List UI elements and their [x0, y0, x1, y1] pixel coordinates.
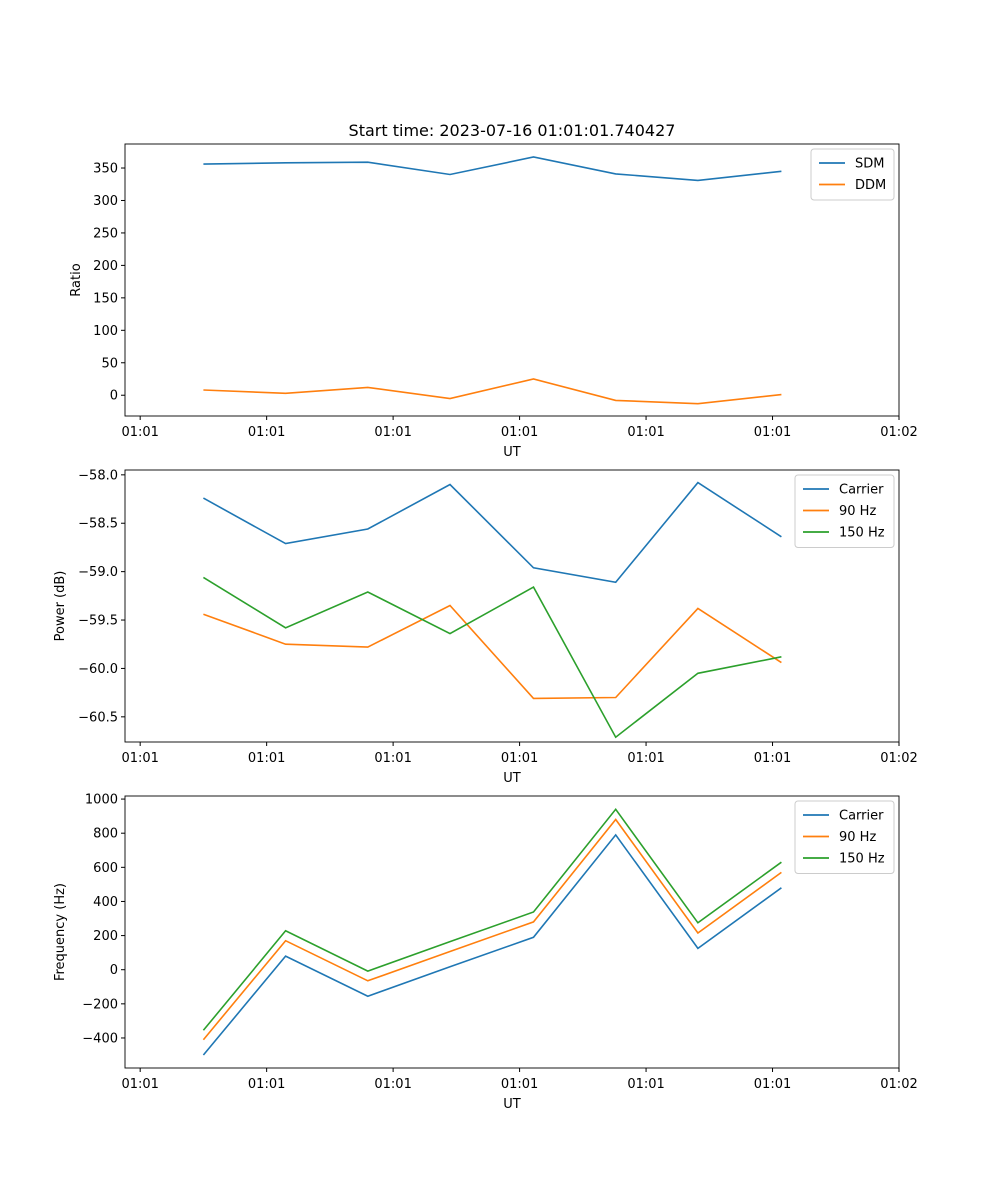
legend-label: DDM: [855, 178, 886, 193]
x-axis-label: UT: [503, 445, 521, 460]
x-tick-label: 01:02: [880, 751, 917, 766]
legend-label: Carrier: [839, 483, 884, 498]
x-tick-label: 01:01: [121, 751, 158, 766]
x-axis-label: UT: [503, 771, 521, 786]
y-tick-label: −60.5: [78, 710, 118, 725]
axes-frame: [124, 795, 900, 1069]
y-tick-label: 600: [93, 861, 118, 876]
legend: Carrier 90 Hz 150 Hz: [794, 474, 895, 548]
x-tick-label: 01:01: [754, 1077, 791, 1092]
x-tick-label: 01:01: [121, 425, 158, 440]
y-tick-label: 400: [93, 895, 118, 910]
legend: Carrier 90 Hz 150 Hz: [794, 800, 895, 874]
chart-title: Start time: 2023-07-16 01:01:01.740427: [349, 121, 676, 140]
y-tick-label: 250: [93, 226, 118, 241]
legend-label: SDM: [855, 157, 884, 172]
legend-label: Carrier: [839, 809, 884, 824]
subplot-2: 01:01 01:01 01:01 01:01 01:01 01:01 01:02 −60.5…: [53, 468, 918, 786]
legend-label: 90 Hz: [839, 830, 876, 845]
y-tick-label: −59.5: [78, 614, 118, 629]
subplot-3: 01:01 01:01 01:01 01:01 01:01 01:01 01:02 −400 −…: [53, 793, 918, 1112]
x-tick-label: 01:01: [627, 1077, 664, 1092]
x-tick-label: 01:01: [374, 751, 411, 766]
x-tick-label: 01:01: [501, 751, 538, 766]
y-axis-label: Power (dB): [53, 571, 68, 642]
y-tick-label: −58.0: [78, 468, 118, 483]
legend-label: 90 Hz: [839, 504, 876, 519]
x-tick-label: 01:01: [248, 751, 285, 766]
series-line-150-hz: [202, 807, 782, 1031]
series-line-90-hz: [203, 604, 782, 700]
series-line-150-hz: [202, 576, 782, 739]
axes-frame: [124, 143, 900, 417]
legend-label: 150 Hz: [839, 852, 885, 867]
y-axis-label: Ratio: [69, 263, 84, 296]
series-line-ddm: [203, 378, 782, 405]
x-tick-label: 01:01: [754, 425, 791, 440]
series-line-carrier: [203, 481, 782, 584]
legend-box: [810, 148, 895, 201]
y-axis-label: Frequency (Hz): [53, 883, 68, 981]
x-tick-label: 01:01: [374, 1077, 411, 1092]
x-tick-label: 01:01: [627, 425, 664, 440]
x-tick-label: 01:01: [248, 425, 285, 440]
y-tick-label: 200: [93, 259, 118, 274]
y-tick-label: 0: [110, 389, 118, 404]
x-tick-label: 01:01: [121, 1077, 158, 1092]
x-tick-label: 01:01: [248, 1077, 285, 1092]
series-line-90-hz: [202, 818, 782, 1041]
axes-frame: [124, 469, 900, 743]
series-line-carrier: [202, 833, 782, 1056]
y-tick-label: 50: [101, 356, 118, 371]
y-tick-label: 350: [93, 162, 118, 177]
y-tick-label: 150: [93, 291, 118, 306]
y-tick-label: −58.5: [78, 517, 118, 532]
x-tick-label: 01:01: [374, 425, 411, 440]
y-tick-label: 100: [93, 324, 118, 339]
y-tick-label: −200: [82, 997, 118, 1012]
y-tick-label: 200: [93, 929, 118, 944]
y-tick-label: 300: [93, 194, 118, 209]
legend-box: [794, 800, 895, 874]
x-axis-label: UT: [503, 1097, 521, 1112]
y-tick-label: 1000: [85, 793, 118, 808]
x-tick-label: 01:01: [627, 751, 664, 766]
subplot-1: Start time: 2023-07-16 01:01:01.74042701…: [69, 121, 918, 460]
y-tick-label: −60.0: [78, 662, 118, 677]
x-tick-label: 01:02: [880, 425, 917, 440]
legend-box: [794, 474, 895, 548]
x-tick-label: 01:01: [501, 1077, 538, 1092]
y-tick-label: −400: [82, 1031, 118, 1046]
y-tick-label: 0: [110, 963, 118, 978]
y-tick-label: −59.0: [78, 565, 118, 580]
legend: SDM DDM: [810, 148, 895, 201]
x-tick-label: 01:02: [880, 1077, 917, 1092]
x-tick-label: 01:01: [754, 751, 791, 766]
x-tick-label: 01:01: [501, 425, 538, 440]
y-tick-label: 800: [93, 827, 118, 842]
series-line-sdm: [203, 156, 782, 182]
legend-label: 150 Hz: [839, 526, 885, 541]
